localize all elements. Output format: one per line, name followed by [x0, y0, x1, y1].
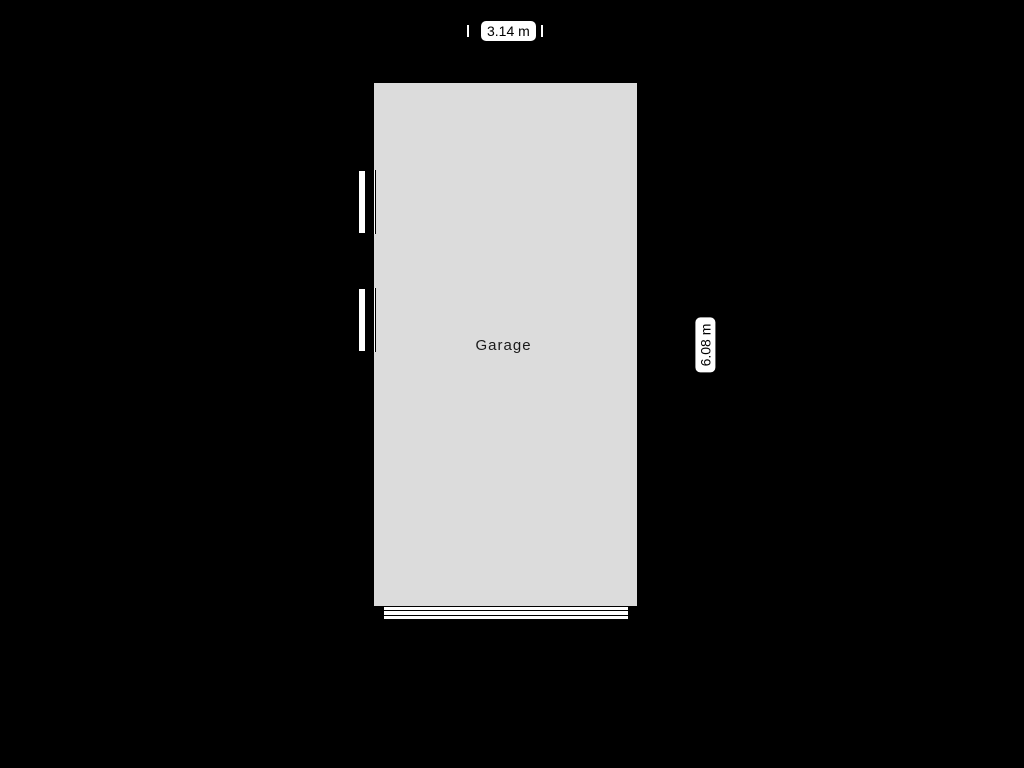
garage-door-panel	[383, 606, 629, 620]
window-2-frame	[366, 288, 376, 352]
window-1-sill	[358, 170, 366, 234]
dim-right-label: 6.08 m	[695, 318, 715, 373]
window-1-frame	[366, 170, 376, 234]
floorplan-canvas: Garage 3.14 m 6.08 m	[0, 0, 1024, 768]
window-2-sill	[358, 288, 366, 352]
garage-door-rail-1	[383, 610, 629, 611]
garage-door-rail-2	[383, 615, 629, 616]
garage-room-label: Garage	[476, 337, 532, 354]
dim-top-label: 3.14 m	[481, 21, 536, 41]
dim-top-tick-left	[467, 25, 469, 37]
dim-top-tick-right	[541, 25, 543, 37]
